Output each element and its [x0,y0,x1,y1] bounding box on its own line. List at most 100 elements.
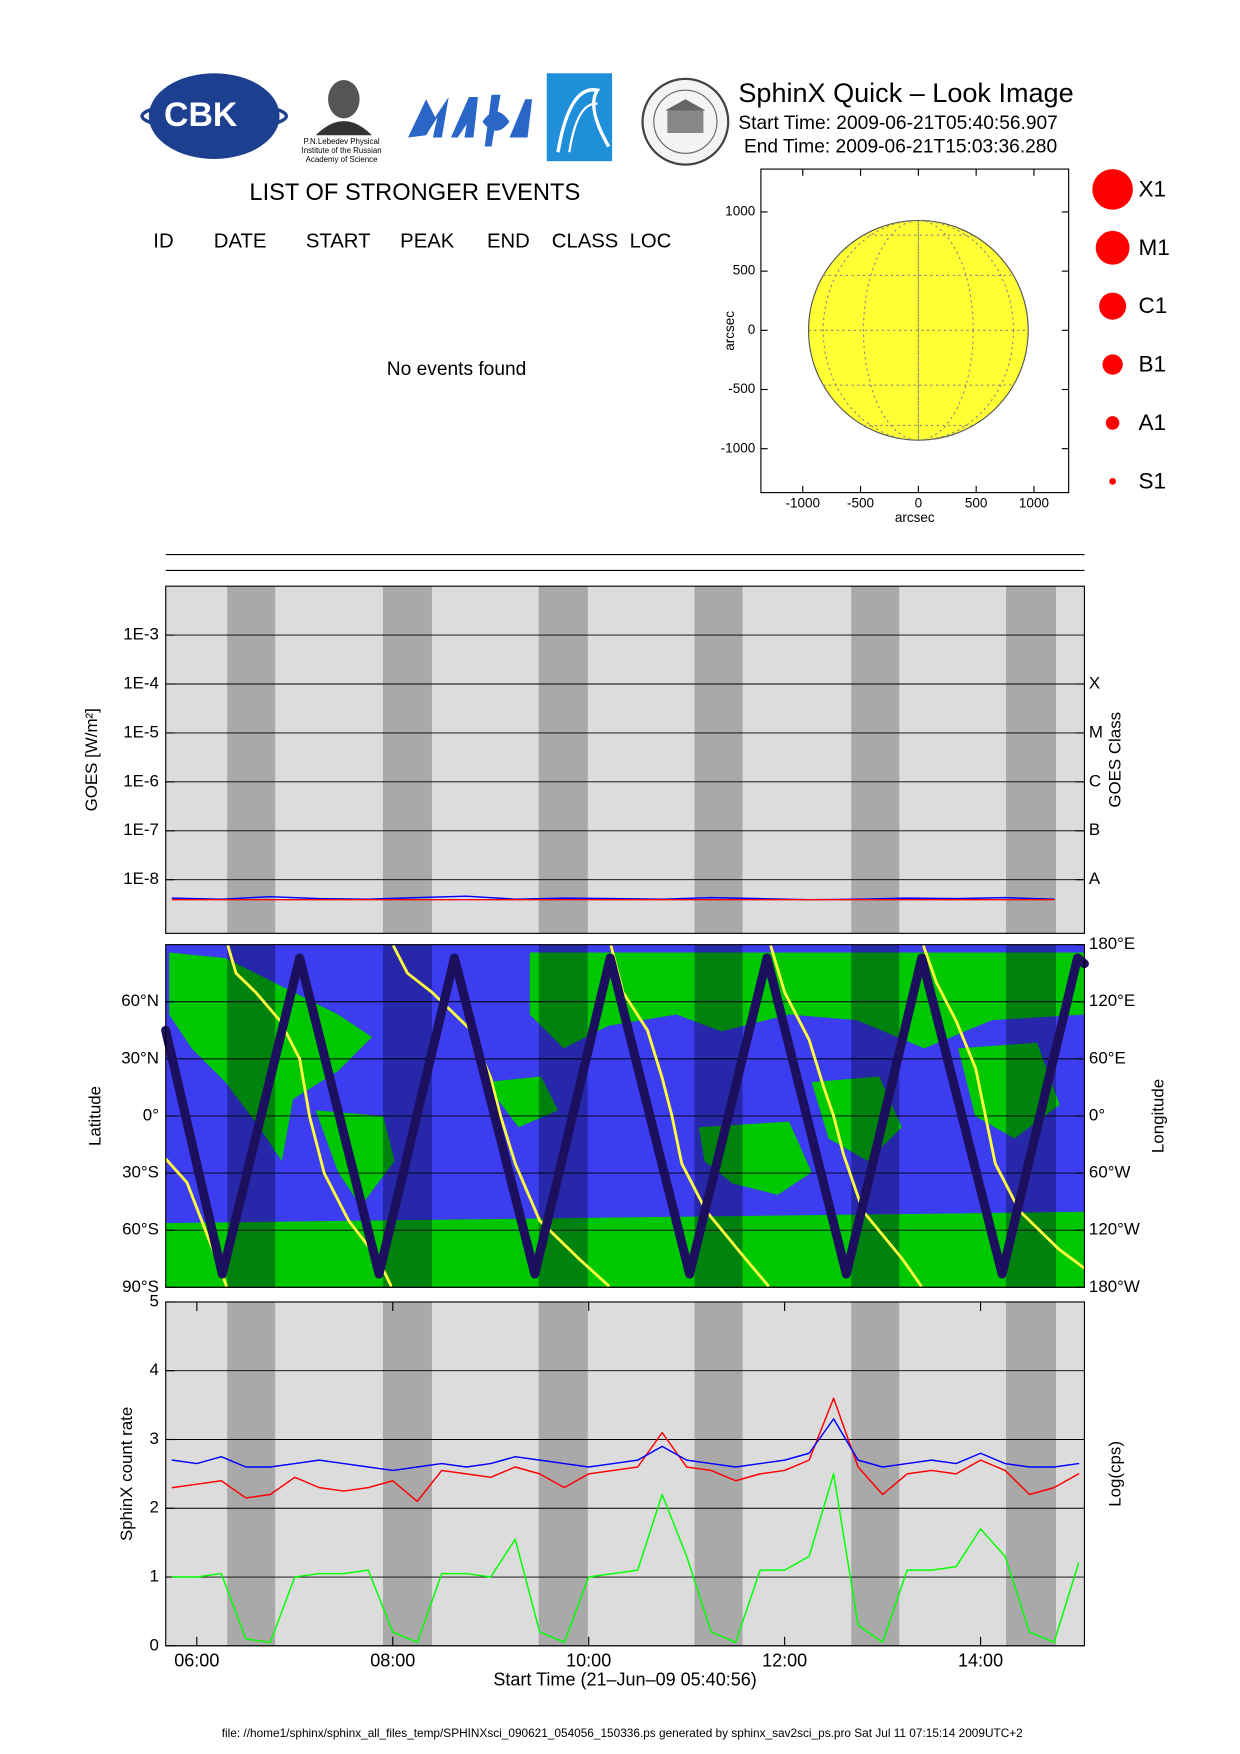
data-line [171,895,1055,901]
events-title: LIST OF STRONGER EVENTS [249,180,580,206]
data-line [171,1397,1080,1503]
flare-class-label: S1 [1139,468,1167,493]
flare-class-label: C1 [1139,293,1168,318]
events-column: START [306,231,371,253]
y-tick-label: 1 [150,1566,159,1585]
logo-seal-roof [665,99,706,111]
y-tick-label: 90°S [122,1277,159,1296]
start-time: Start Time: 2009-06-21T05:40:56.907 [738,113,1057,134]
land [169,952,373,1162]
y2-tick-label: 120°E [1089,991,1135,1010]
y-tick-label: 0 [748,322,756,337]
eclipse-band [382,1301,432,1646]
disk-meridian [822,219,1015,441]
logo-cbk-disc [148,73,280,159]
plot-background [165,1301,1085,1646]
data-line [609,945,770,1287]
y2-tick-label: 180°E [1089,934,1135,953]
y2-tick-label: X [1089,673,1100,692]
y-tick-label: -500 [728,381,755,396]
eclipse-band [1006,586,1057,934]
y-tick-label: 2 [150,1498,159,1517]
events-column: END [487,231,530,253]
y-tick-label: 30°S [122,1163,159,1182]
y-tick-label: 4 [150,1360,159,1379]
data-line [769,945,923,1287]
flare-class-label: A1 [1139,410,1167,435]
footer: file: //home1/sphinx/sphinx_all_files_te… [222,1726,1023,1740]
x-tick-label: 10:00 [566,1650,611,1670]
logo-lebedev-line: Academy of Science [306,155,378,164]
logo-mifi-shape [450,96,478,138]
logo-cbk-text: CBK [164,96,238,134]
disk-meridian [862,219,974,441]
x-axis-label: Start Time (21–Jun–09 05:40:56) [493,1669,756,1689]
x-tick-label: 1000 [1019,495,1049,510]
x-axis-label: arcsec [895,510,935,525]
logo-iki-arc [568,102,598,153]
y-tick-label: 30°N [121,1048,159,1067]
data-line [226,945,393,1287]
x-tick-label: 08:00 [370,1650,415,1670]
y-tick-label: 5 [150,1291,159,1310]
y2-tick-label: C [1089,771,1101,790]
events-column: PEAK [400,231,455,253]
y-tick-label: 1E-5 [123,722,159,741]
logo-mifi [408,94,533,147]
events-column: ID [153,231,173,253]
flare-class-label: B1 [1139,352,1167,377]
x-tick-label: -1000 [785,495,820,510]
eclipse-band [227,1301,276,1646]
logo-seal-building [667,110,704,134]
logo-seal [641,77,730,166]
land [165,1211,1085,1288]
y-tick-label: 1E-3 [123,625,159,644]
portrait-head [328,80,360,119]
eclipse-band [851,1301,900,1646]
y2-tick-label: 120°W [1089,1220,1140,1239]
logo-cbk-ring [140,100,289,132]
logo-mifi-shape [482,94,510,147]
land [529,952,1085,1049]
land [958,1042,1060,1139]
data-line [171,1473,1080,1644]
plot-frame [165,1301,1085,1647]
y2-tick-label: B [1089,820,1100,839]
x-tick-label: 0 [915,495,923,510]
land [484,1076,559,1128]
logo-mifi-shape [509,99,533,138]
eclipse-band [538,1301,588,1646]
x-tick-label: 500 [965,495,988,510]
y2-tick-label: 60°W [1089,1163,1131,1182]
logo-iki-arc [556,88,611,153]
data-line [171,1418,1080,1472]
y-tick-label: 0° [143,1105,159,1124]
portrait-body [315,121,373,136]
y2-tick-label: 180°W [1089,1277,1140,1296]
logo-lebedev-line: Institute of the Russian [302,146,382,155]
logo-seal-inner [653,89,718,154]
y-tick-label: 0 [150,1635,159,1654]
x-tick-label: 06:00 [174,1650,219,1670]
plot-frame [165,585,1085,934]
y-tick-label: 1E-7 [123,820,159,839]
header-title: SphinX Quick – Look Image [738,78,1073,108]
y-tick-label: 1000 [725,204,755,219]
data-line [922,945,1086,1270]
events-column: LOC [630,231,672,253]
y-tick-label: -1000 [721,440,756,455]
flare-class-marker [1099,292,1127,320]
flare-class-marker [1095,230,1130,265]
y-axis-label: SphinX count rate [117,1407,136,1541]
logo-mifi-shape [408,96,449,138]
x-tick-label: -500 [847,495,874,510]
y-tick-label: 3 [150,1429,159,1448]
y-tick-label: 1E-6 [123,771,159,790]
flare-class-label: X1 [1139,176,1167,201]
land [698,1121,812,1195]
flare-class-marker [1105,416,1120,430]
y2-tick-label: M [1089,722,1103,741]
y2-axis-label: GOES Class [1105,712,1124,808]
y2-axis-label: Longitude [1148,1079,1167,1153]
